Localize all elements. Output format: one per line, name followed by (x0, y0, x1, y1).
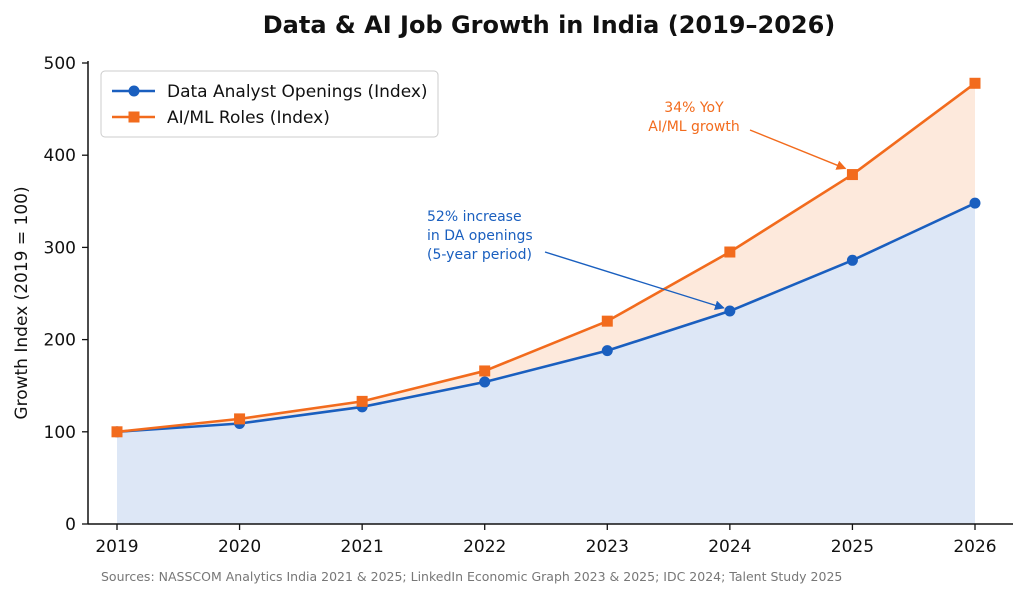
data-point (601, 315, 613, 327)
annotation-text: (5-year period) (427, 247, 532, 263)
data-point (601, 345, 613, 357)
data-point (846, 254, 858, 266)
area-fill-0 (117, 203, 975, 525)
legend: Data Analyst Openings (Index) AI/ML Roles… (100, 70, 439, 138)
x-tick-label: 2025 (831, 537, 874, 557)
legend-marker (128, 85, 140, 97)
annotations: 34% YoY AI/ML growth 52% increase in DA ope… (427, 100, 847, 311)
y-axis-label: Growth Index (2019 = 100) (12, 186, 32, 419)
y-tick-label: 0 (65, 515, 76, 535)
y-tick-label: 300 (44, 238, 76, 258)
x-tick-label: 2026 (953, 537, 996, 557)
data-point (724, 246, 736, 258)
x-tick-label: 2019 (95, 537, 138, 557)
data-point (724, 305, 736, 317)
data-point (234, 413, 246, 425)
data-point (356, 395, 368, 407)
annotation-text: in DA openings (427, 228, 533, 244)
y-tick-label: 200 (44, 331, 76, 351)
series-line-0 (116, 201, 976, 434)
y-tick-label: 100 (44, 423, 76, 443)
y-tick-label: 500 (44, 54, 76, 74)
data-point (479, 365, 491, 377)
legend-label: Data Analyst Openings (Index) (167, 82, 428, 102)
chart-title: Data & AI Job Growth in India (2019–2026… (263, 11, 836, 39)
annotation-text: 52% increase (427, 209, 522, 225)
x-tick-label: 2022 (463, 537, 506, 557)
data-point (111, 426, 123, 438)
legend-marker (128, 111, 140, 123)
annotation-text: AI/ML growth (648, 119, 739, 135)
annotation-text: 34% YoY (664, 100, 724, 116)
x-tick-label: 2020 (218, 537, 261, 557)
legend-label: AI/ML Roles (Index) (167, 108, 330, 128)
legend-box (100, 70, 439, 138)
series-line-1 (116, 82, 976, 434)
x-tick-label: 2024 (708, 537, 751, 557)
source-note: Sources: NASSCOM Analytics India 2021 & … (101, 569, 842, 584)
x-tick-label: 2023 (586, 537, 629, 557)
annotation-arrow (544, 251, 725, 311)
data-point (969, 197, 981, 209)
data-point (846, 169, 858, 181)
data-point (969, 77, 981, 89)
x-tick-label: 2021 (341, 537, 384, 557)
data-point (479, 376, 491, 388)
area-fill-1 (117, 83, 975, 432)
plot-area: 0 100 200 300 400 500 2019 2020 2021 2022 2023 2024… (44, 54, 1013, 557)
annotation-arrow (749, 129, 847, 170)
y-tick-label: 400 (44, 146, 76, 166)
